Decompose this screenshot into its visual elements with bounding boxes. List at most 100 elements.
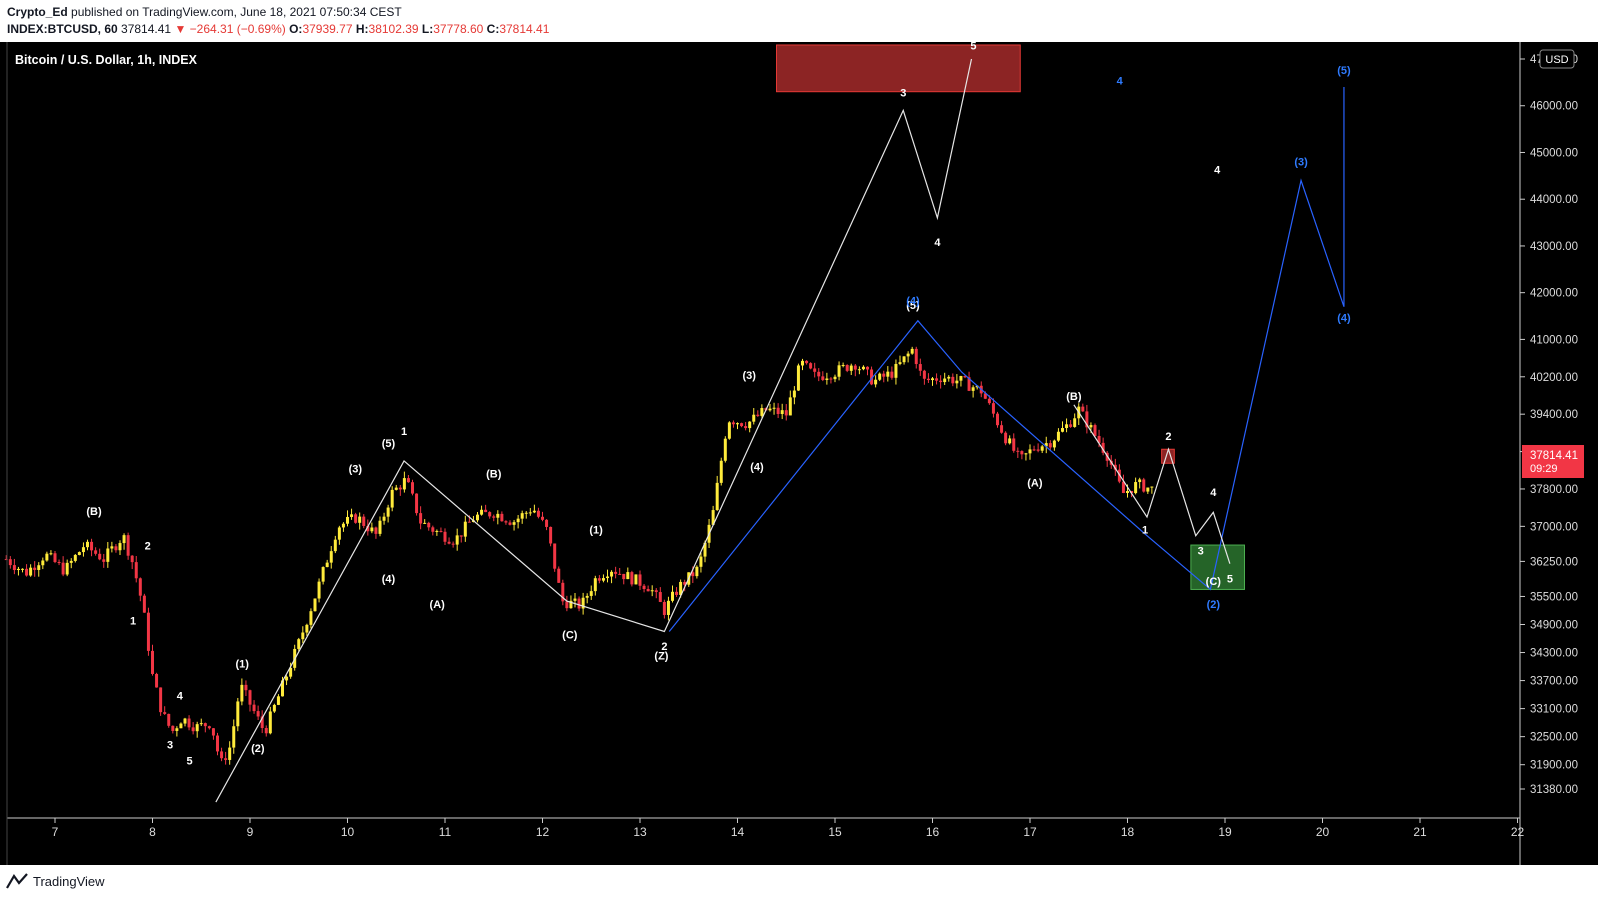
candle-up (1044, 443, 1048, 447)
wave-label: (5) (906, 300, 920, 312)
candle-up (285, 676, 289, 681)
candle-up (309, 611, 313, 625)
candle-down (618, 573, 622, 575)
candle-up (679, 581, 683, 595)
price-tag-value: 37814.41 (1530, 450, 1578, 462)
candle-down (4, 559, 8, 561)
currency-button[interactable]: USD (1539, 49, 1575, 69)
candle-up (671, 591, 674, 601)
candle-up (110, 546, 114, 549)
time-tick-label: 7 (52, 825, 59, 839)
candle-down (967, 377, 971, 391)
candle-up (703, 542, 707, 557)
candle-down (260, 716, 264, 728)
candle-up (801, 360, 804, 366)
candle-up (959, 376, 963, 381)
wave-label: (C) (562, 630, 578, 642)
candle-up (711, 510, 715, 525)
candle-down (508, 522, 512, 525)
candle-down (126, 535, 130, 556)
candle-down (447, 541, 451, 544)
author-name[interactable]: Crypto_Ed (7, 5, 68, 19)
time-tick-label: 22 (1511, 825, 1525, 839)
candle-down (870, 369, 874, 385)
candle-down (374, 527, 378, 534)
wave-label: 1 (1142, 524, 1148, 536)
zones-layer (776, 44, 1245, 590)
wave-label: (4) (906, 295, 920, 307)
candle-up (626, 572, 630, 580)
open-value: 37939.77 (302, 22, 353, 36)
candle-down (1113, 464, 1117, 470)
currency-button-frame[interactable] (1539, 49, 1575, 69)
candle-down (187, 718, 191, 728)
candle-down (443, 531, 447, 542)
candle-down (922, 370, 926, 379)
candle-down (577, 598, 581, 609)
candle-down (744, 426, 748, 429)
candle-up (788, 397, 792, 416)
time-tick-label: 21 (1413, 825, 1427, 839)
candle-down (817, 371, 821, 377)
chart-canvas[interactable]: (B)21435(1)(2)(3)(5)1(4)(B)(A)(1)(C)2(Z)… (0, 41, 1598, 865)
wave-label: (B) (486, 468, 502, 480)
candle-up (1134, 482, 1138, 494)
candle-up (382, 516, 386, 521)
candle-down (654, 590, 658, 593)
candle-down (1142, 479, 1146, 492)
candle-up (463, 521, 467, 537)
candle-down (57, 561, 61, 563)
candle-down (191, 727, 195, 732)
candle-down (171, 725, 175, 731)
candle-up (715, 482, 719, 511)
candle-down (439, 530, 443, 532)
price-tick-label: 37000.00 (1530, 521, 1578, 533)
price-tag-box (1522, 445, 1584, 478)
wave-label: (A) (430, 599, 446, 611)
candle-up (585, 595, 589, 598)
currency-button-label[interactable]: USD (1545, 54, 1568, 66)
candle-down (264, 727, 268, 734)
price-axis: 47000.0046000.0045000.0044000.0043000.00… (1520, 54, 1578, 796)
candle-down (829, 378, 833, 380)
candle-down (776, 407, 780, 415)
candle-down (622, 573, 626, 580)
price-tick-label: 37800.00 (1530, 484, 1578, 496)
wave-label: 2 (145, 541, 151, 553)
price-tag: 37814.41 09:29 (1522, 445, 1584, 478)
candle-up (1150, 486, 1154, 488)
candle-down (244, 684, 248, 691)
candle-down (658, 592, 662, 602)
chart-panel[interactable]: (B) 2 1 4 3 5 (1) (2) (3) (5) 1 (4) (B) (A) (1) (C) 2 (Z)… (0, 41, 1598, 865)
candle-up (240, 684, 244, 702)
wave-label: (B) (86, 506, 102, 518)
candle-up (179, 723, 183, 729)
wave-label: (2) (251, 743, 265, 755)
candle-down (256, 711, 260, 717)
candle-down (740, 423, 744, 427)
candle-down (488, 512, 492, 517)
candle-down (1081, 406, 1085, 412)
candle-down (845, 365, 849, 371)
candle-down (134, 562, 138, 579)
last-price: 37814.41 (121, 22, 172, 36)
candle-down (935, 378, 939, 381)
candle-up (520, 513, 524, 519)
buy-zone (1190, 544, 1245, 590)
candle-up (943, 378, 947, 383)
candle-down (398, 487, 402, 490)
footer-brand[interactable]: TradingView (6, 871, 105, 891)
wave-label: (4) (1337, 313, 1351, 325)
candle-down (459, 535, 463, 537)
price-tick-label: 44000.00 (1530, 194, 1578, 206)
price-tick-label: 39400.00 (1530, 409, 1578, 421)
candle-up (378, 520, 382, 534)
candle-up (861, 366, 865, 370)
candle-up (593, 578, 597, 592)
wave-label: (4) (750, 461, 764, 473)
candle-down (1004, 432, 1008, 444)
candle-up (931, 378, 934, 381)
candle-down (155, 673, 159, 688)
candle-down (61, 562, 65, 575)
candle-down (203, 723, 207, 727)
